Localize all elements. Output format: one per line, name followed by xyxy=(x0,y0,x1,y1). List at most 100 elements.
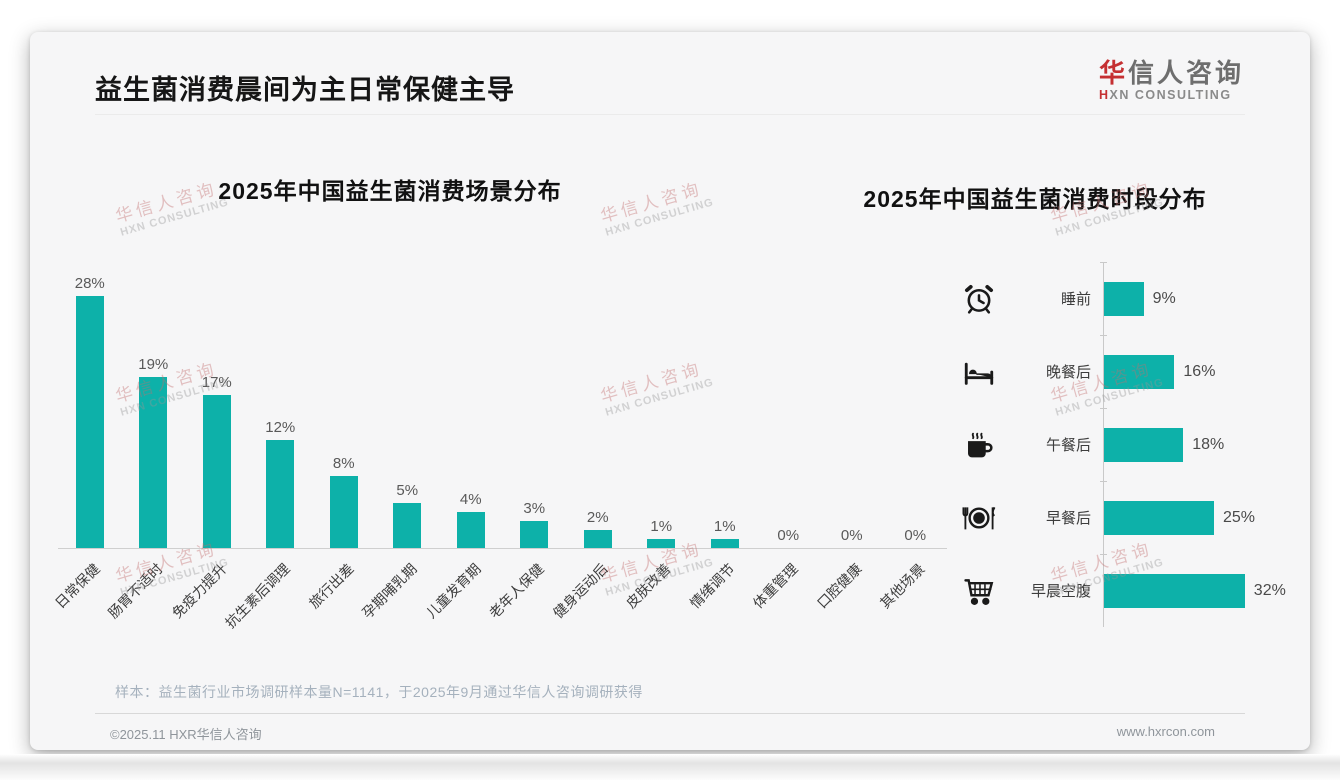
bar-zone: 18% xyxy=(1100,407,1295,481)
bar-value-label: 28% xyxy=(74,275,105,292)
bar-value-label: 18% xyxy=(1192,435,1225,453)
bar-value-label: 16% xyxy=(1183,362,1216,380)
category-label: 晚餐后 xyxy=(1045,364,1091,381)
scene-bar-column: 12% xyxy=(249,419,313,548)
company-logo: 华信人咨询 HXN CONSULTING xyxy=(1099,58,1244,102)
time-row: 睡前 9% xyxy=(955,261,1295,335)
bar xyxy=(202,395,231,548)
category-label: 免疫力提升 xyxy=(168,560,230,622)
bar-value-label: 0% xyxy=(840,527,863,544)
report-slide: 益生菌消费晨间为主日常保健主导 华信人咨询 HXN CONSULTING 202… xyxy=(30,32,1310,750)
category-label: 早餐后 xyxy=(1045,510,1091,527)
bar xyxy=(393,503,422,548)
coffee-icon xyxy=(955,428,1003,462)
time-row: 早餐后 25% xyxy=(955,480,1295,554)
bar xyxy=(139,377,168,548)
bar-value-label: 12% xyxy=(265,419,296,436)
bar xyxy=(1104,354,1175,389)
bar-value-label: 2% xyxy=(586,509,609,526)
category-label: 肠胃不适时 xyxy=(105,560,166,622)
website-url: www.hxrcon.com xyxy=(1116,724,1215,739)
bar xyxy=(1104,427,1184,462)
bar-value-label: 17% xyxy=(201,374,232,391)
scene-bar-column: 0% xyxy=(884,527,948,548)
bar-value-label: 0% xyxy=(904,527,927,544)
bar xyxy=(75,296,104,548)
category-label: 睡前 xyxy=(1060,291,1091,308)
scene-bar-column: 3% xyxy=(503,500,567,548)
bar xyxy=(329,476,358,548)
category-label: 儿童发育期 xyxy=(422,560,484,622)
scene-bar-column: 8% xyxy=(312,455,376,548)
bar xyxy=(1104,573,1245,608)
scene-bar-column: 28% xyxy=(58,275,122,548)
bar xyxy=(1104,281,1144,316)
bar-value-label: 8% xyxy=(332,455,355,472)
category-label: 体重管理 xyxy=(750,560,801,612)
scene-bar-column: 1% xyxy=(630,518,694,548)
alarm-clock-icon xyxy=(955,282,1003,316)
bar xyxy=(710,539,739,548)
category-label: 口腔健康 xyxy=(813,560,865,612)
bar xyxy=(647,539,676,548)
scene-bar-column: 4% xyxy=(439,491,503,548)
bar-value-label: 9% xyxy=(1152,289,1176,307)
bed-icon xyxy=(955,355,1003,389)
category-label: 情绪调节 xyxy=(686,560,738,612)
category-label: 抗生素后调理 xyxy=(222,560,293,632)
bar-value-label: 1% xyxy=(713,518,736,535)
bar-value-label: 32% xyxy=(1253,581,1286,599)
bar xyxy=(266,440,295,548)
logo-chinese-name: 华信人咨询 xyxy=(1098,58,1244,88)
bar-value-label: 3% xyxy=(523,500,546,517)
bar-zone: 9% xyxy=(1100,261,1295,335)
bar-value-label: 1% xyxy=(650,518,673,535)
time-chart-title: 2025年中国益生菌消费时段分布 xyxy=(863,186,1207,212)
scene-chart-labels: 日常保健 肠胃不适时 免疫力提升 抗生素后调理 旅行出差 孕期哺乳期 儿童发育期 老年人保健健… xyxy=(52,549,947,634)
page-title: 益生菌消费晨间为主日常保健主导 xyxy=(95,75,515,105)
scene-bar-column: 5% xyxy=(376,482,440,548)
scene-bar-column: 2% xyxy=(566,509,630,548)
bottom-shadow xyxy=(0,754,1340,780)
category-label: 日常保健 xyxy=(51,560,103,612)
time-row: 早晨空腹 32% xyxy=(955,553,1295,627)
sample-footnote: 样本：益生菌行业市场调研样本量N=1141，于2025年9月通过华信人咨询调研获… xyxy=(115,684,643,700)
category-label: 其他场景 xyxy=(877,560,928,612)
scene-bar-column: 17% xyxy=(185,374,249,548)
footer-divider xyxy=(95,713,1245,714)
bar-zone: 32% xyxy=(1100,553,1295,627)
bar xyxy=(456,512,485,548)
dining-icon xyxy=(955,501,1003,535)
bar xyxy=(583,530,612,548)
bar-value-label: 0% xyxy=(777,527,800,544)
category-label: 孕期哺乳期 xyxy=(359,560,420,622)
cart-icon xyxy=(955,574,1003,608)
bar xyxy=(1104,500,1214,535)
bar xyxy=(520,521,549,548)
scene-bar-column: 0% xyxy=(820,527,884,548)
scene-bar-column: 1% xyxy=(693,518,757,548)
bar-value-label: 19% xyxy=(138,356,169,373)
bar-value-label: 25% xyxy=(1223,508,1256,526)
category-label: 早晨空腹 xyxy=(1030,583,1091,600)
scene-bar-column: 19% xyxy=(122,356,186,548)
time-row: 晚餐后 16% xyxy=(955,334,1295,408)
scene-bar-chart: 28% 19% 17% 12% 8% 5% 4% 3% 2% 1% 1% 0% 0% 0% 日常保健 肠胃不… xyxy=(52,264,947,634)
category-label: 午餐后 xyxy=(1045,437,1091,454)
scene-chart-title: 2025年中国益生菌消费场景分布 xyxy=(218,178,562,204)
logo-english-name: HXN CONSULTING xyxy=(1098,88,1232,102)
category-label: 健身运动后 xyxy=(549,560,611,622)
category-label: 老年人保健 xyxy=(486,560,547,622)
scene-bar-column: 0% xyxy=(757,527,821,548)
bar-zone: 16% xyxy=(1100,334,1295,408)
scene-chart-columns: 28% 19% 17% 12% 8% 5% 4% 3% 2% 1% 1% 0% 0% 0% xyxy=(58,264,947,549)
bar-value-label: 5% xyxy=(396,482,419,499)
category-label: 皮肤改善 xyxy=(623,560,674,612)
category-label: 旅行出差 xyxy=(305,560,357,612)
copyright-text: ©2025.11 HXR华信人咨询 xyxy=(110,727,262,742)
time-bar-chart: 睡前 9% 晚餐后 16% 午餐后 18% 早餐后 25% 早晨空腹 32% xyxy=(955,261,1295,627)
title-divider xyxy=(95,114,1245,115)
bar-value-label: 4% xyxy=(459,491,482,508)
bar-zone: 25% xyxy=(1100,480,1295,554)
time-row: 午餐后 18% xyxy=(955,407,1295,481)
